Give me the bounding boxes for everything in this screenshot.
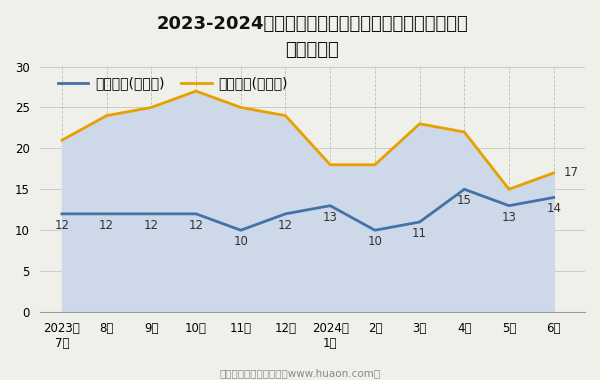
Text: 13: 13 xyxy=(323,211,338,223)
Text: 17: 17 xyxy=(563,166,578,179)
Text: 11: 11 xyxy=(412,227,427,240)
Text: 12: 12 xyxy=(188,219,203,232)
Title: 2023-2024年青岛经济技术开发区商品收发货人所在地
进、出口额: 2023-2024年青岛经济技术开发区商品收发货人所在地 进、出口额 xyxy=(157,15,468,59)
Text: 12: 12 xyxy=(278,219,293,232)
Text: 14: 14 xyxy=(546,203,561,215)
Text: 13: 13 xyxy=(502,211,517,223)
Legend: 出口总额(亿美元), 进口总额(亿美元): 出口总额(亿美元), 进口总额(亿美元) xyxy=(52,71,294,96)
Text: 10: 10 xyxy=(367,235,382,248)
Text: 制图：华经产业研究院（www.huaon.com）: 制图：华经产业研究院（www.huaon.com） xyxy=(220,368,380,378)
Text: 10: 10 xyxy=(233,235,248,248)
Text: 12: 12 xyxy=(55,219,70,232)
Text: 12: 12 xyxy=(99,219,114,232)
Text: 12: 12 xyxy=(144,219,159,232)
Text: 15: 15 xyxy=(457,194,472,207)
